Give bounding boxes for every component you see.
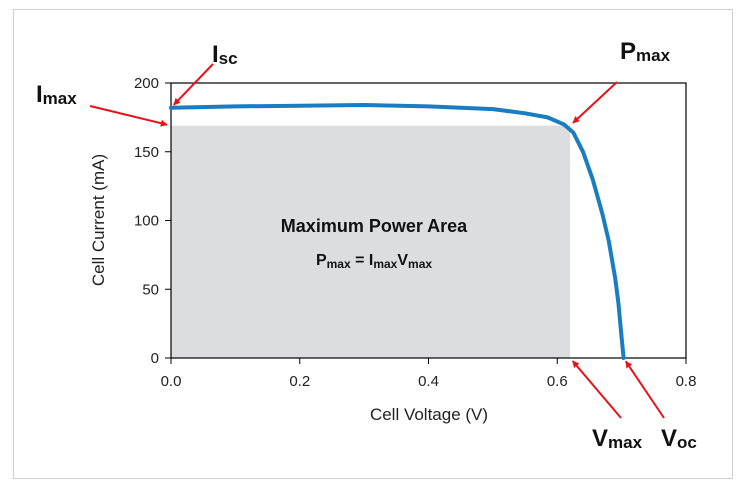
iv-curve-line [169,103,626,360]
vmax-callout-label: Vmax [592,425,643,452]
y-tick-label: 150 [134,144,159,161]
imax-sub: max [43,89,78,108]
pmax-sub: max [636,46,671,65]
max-power-area [171,125,571,358]
x-axis-label: Cell Voltage (V) [370,405,488,424]
formula-i-sub: max [373,257,397,271]
vmax-main: V [592,425,608,452]
y-tick-label: 100 [134,213,159,230]
pmax-arrow [572,81,618,124]
y-tick-label: 200 [134,75,159,92]
voc-callout-label: Voc [661,425,697,452]
formula-v-sub: max [408,257,432,271]
isc-sub: sc [219,49,238,68]
voc-sub: oc [677,433,697,452]
region-label: Maximum Power Area [281,216,468,236]
y-axis-label: Cell Current (mA) [89,154,108,286]
voc-main: V [661,425,677,452]
isc-arrow [173,63,214,106]
x-tick-label: 0.4 [418,373,439,390]
imax-arrow [89,105,168,127]
formula-p-sub: max [327,257,351,271]
y-tick-label: 50 [142,281,159,298]
isc-callout-label: Isc [212,41,238,68]
pmax-main: P [620,38,636,65]
x-tick-label: 0.0 [161,373,182,390]
y-tick-label: 0 [151,350,159,367]
formula-v: V [397,252,408,269]
formula-p: P [316,252,327,269]
region-formula: Pmax = ImaxVmax [316,252,432,271]
voc-arrow [624,360,665,419]
plot-area: 0.0 0.2 0.4 0.6 0.8 0 50 100 150 200 [134,75,696,390]
vmax-arrow [571,360,622,419]
x-tick-label: 0.8 [676,373,697,390]
x-tick-label: 0.6 [547,373,568,390]
imax-callout-label: Imax [36,81,77,108]
vmax-sub: max [608,433,643,452]
x-tick-label: 0.2 [289,373,310,390]
formula-i: I [369,252,373,269]
isc-main: I [212,41,219,68]
formula-eq: = [351,252,369,269]
pmax-callout-label: Pmax [620,38,671,65]
imax-main: I [36,81,43,108]
